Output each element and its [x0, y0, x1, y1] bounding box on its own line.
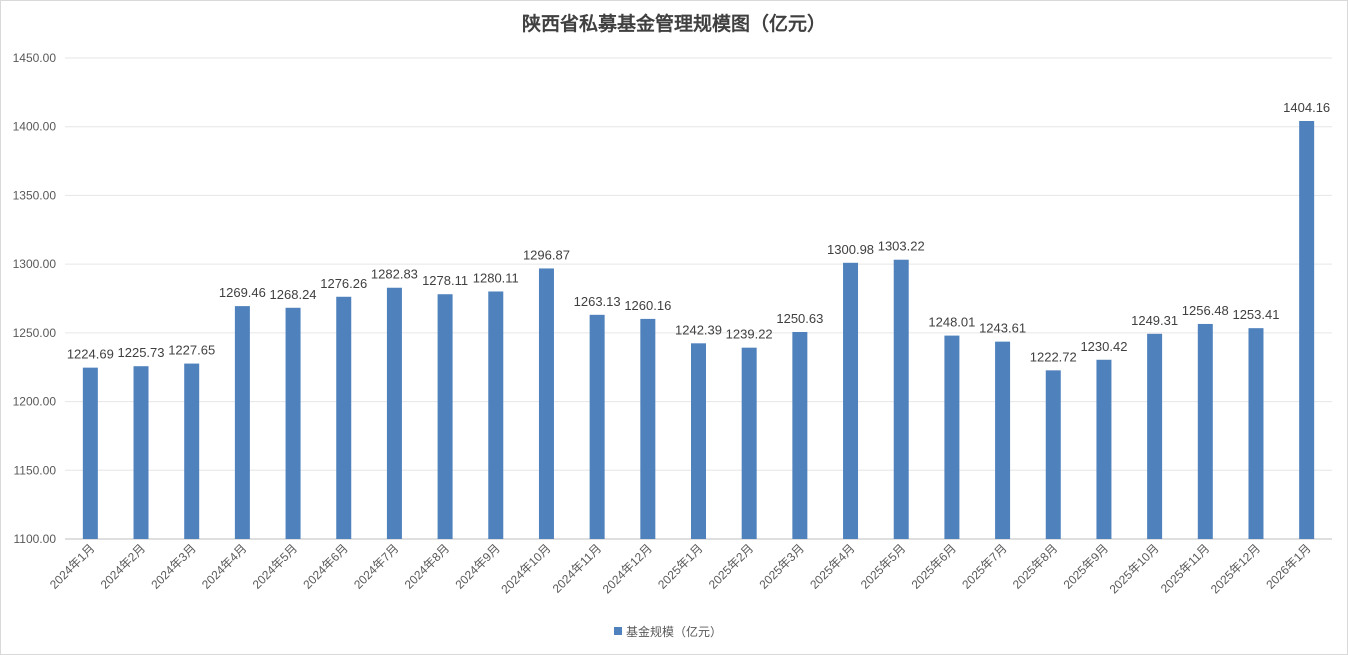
x-tick-label: 2024年3月 [148, 541, 198, 591]
legend-swatch [614, 627, 622, 635]
data-label: 1263.13 [574, 294, 621, 309]
data-label: 1222.72 [1030, 349, 1077, 364]
y-tick-label: 1100.00 [14, 532, 57, 546]
x-tick-label: 2024年8月 [402, 541, 452, 591]
bar [741, 347, 757, 539]
x-tick-label: 2025年2月 [706, 541, 756, 591]
data-label: 1278.11 [422, 273, 468, 288]
x-tick-label: 2024年12月 [600, 541, 655, 596]
data-label: 1268.24 [270, 287, 317, 302]
data-label: 1404.16 [1283, 100, 1330, 115]
data-label: 1250.63 [776, 311, 823, 326]
x-tick-label: 2025年11月 [1158, 541, 1213, 596]
bar [184, 363, 200, 539]
bar [1147, 333, 1163, 539]
x-tick-label: 2025年10月 [1107, 541, 1162, 596]
y-tick-label: 1200.00 [13, 395, 57, 409]
x-tick-label: 2024年11月 [550, 541, 605, 596]
x-tick-label: 2024年9月 [452, 541, 502, 591]
bar [640, 318, 656, 539]
bar [437, 294, 453, 539]
y-tick-label: 1300.00 [13, 257, 57, 271]
x-tick-label: 2025年3月 [757, 541, 807, 591]
bar [893, 259, 909, 539]
data-label: 1225.73 [118, 345, 165, 360]
x-tick-label: 2025年12月 [1208, 541, 1263, 596]
data-label: 1260.16 [624, 298, 671, 313]
y-tick-label: 1250.00 [13, 326, 57, 340]
x-tick-label: 2026年1月 [1263, 541, 1313, 591]
x-tick-label: 2025年8月 [1010, 541, 1060, 591]
bar [1299, 120, 1315, 539]
bar [1248, 328, 1264, 539]
bar [1197, 323, 1213, 539]
y-tick-label: 1350.00 [13, 188, 57, 202]
y-tick-label: 1450.00 [13, 51, 57, 65]
x-tick-label: 2024年10月 [498, 541, 553, 596]
y-tick-label: 1400.00 [13, 120, 57, 134]
chart-title: 陕西省私募基金管理规模图（亿元） [522, 12, 826, 35]
data-label: 1296.87 [523, 247, 570, 262]
data-label: 1280.11 [473, 270, 519, 285]
bar [336, 296, 352, 539]
data-label: 1276.26 [320, 276, 367, 291]
legend: 基金规模（亿元） [614, 624, 722, 639]
x-tick-label: 2024年4月 [199, 541, 249, 591]
x-tick-label: 2024年6月 [300, 541, 350, 591]
data-label: 1224.69 [67, 347, 114, 362]
legend-label: 基金规模（亿元） [626, 624, 722, 639]
y-tick-label: 1150.00 [14, 463, 57, 477]
bar [1096, 359, 1112, 539]
x-tick-label: 2025年9月 [1061, 541, 1111, 591]
bar [234, 306, 250, 539]
bar [691, 343, 706, 539]
x-tick-label: 2025年4月 [807, 541, 857, 591]
bar [82, 367, 98, 539]
x-tick-label: 2024年1月 [47, 541, 97, 591]
bar [1045, 370, 1061, 539]
data-label: 1248.01 [928, 315, 975, 330]
data-label: 1269.46 [219, 285, 266, 300]
data-label: 1253.41 [1232, 307, 1279, 322]
data-label: 1256.48 [1182, 303, 1229, 318]
bar [285, 307, 301, 539]
data-label: 1239.22 [726, 327, 773, 342]
x-tick-label: 2025年5月 [858, 541, 908, 591]
data-label: 1249.31 [1131, 313, 1178, 328]
bar [589, 314, 605, 539]
bar [944, 335, 960, 539]
data-label: 1230.42 [1080, 339, 1127, 354]
x-tick-label: 2025年6月 [909, 541, 959, 591]
data-label: 1243.61 [979, 321, 1026, 336]
bar [386, 287, 402, 539]
bar [538, 268, 554, 539]
data-label: 1227.65 [168, 343, 215, 358]
bar [133, 366, 149, 539]
bar [843, 262, 859, 539]
bar [488, 291, 504, 539]
data-label: 1300.98 [827, 242, 874, 257]
x-tick-label: 2024年7月 [351, 541, 401, 591]
bar [792, 331, 808, 539]
x-tick-label: 2024年5月 [250, 541, 300, 591]
bar [995, 341, 1011, 539]
data-label: 1303.22 [878, 239, 925, 254]
x-tick-label: 2025年7月 [959, 541, 1009, 591]
data-label: 1282.83 [371, 267, 418, 282]
x-tick-label: 2025年1月 [655, 541, 705, 591]
data-label: 1242.39 [675, 322, 722, 337]
x-tick-label: 2024年2月 [98, 541, 148, 591]
